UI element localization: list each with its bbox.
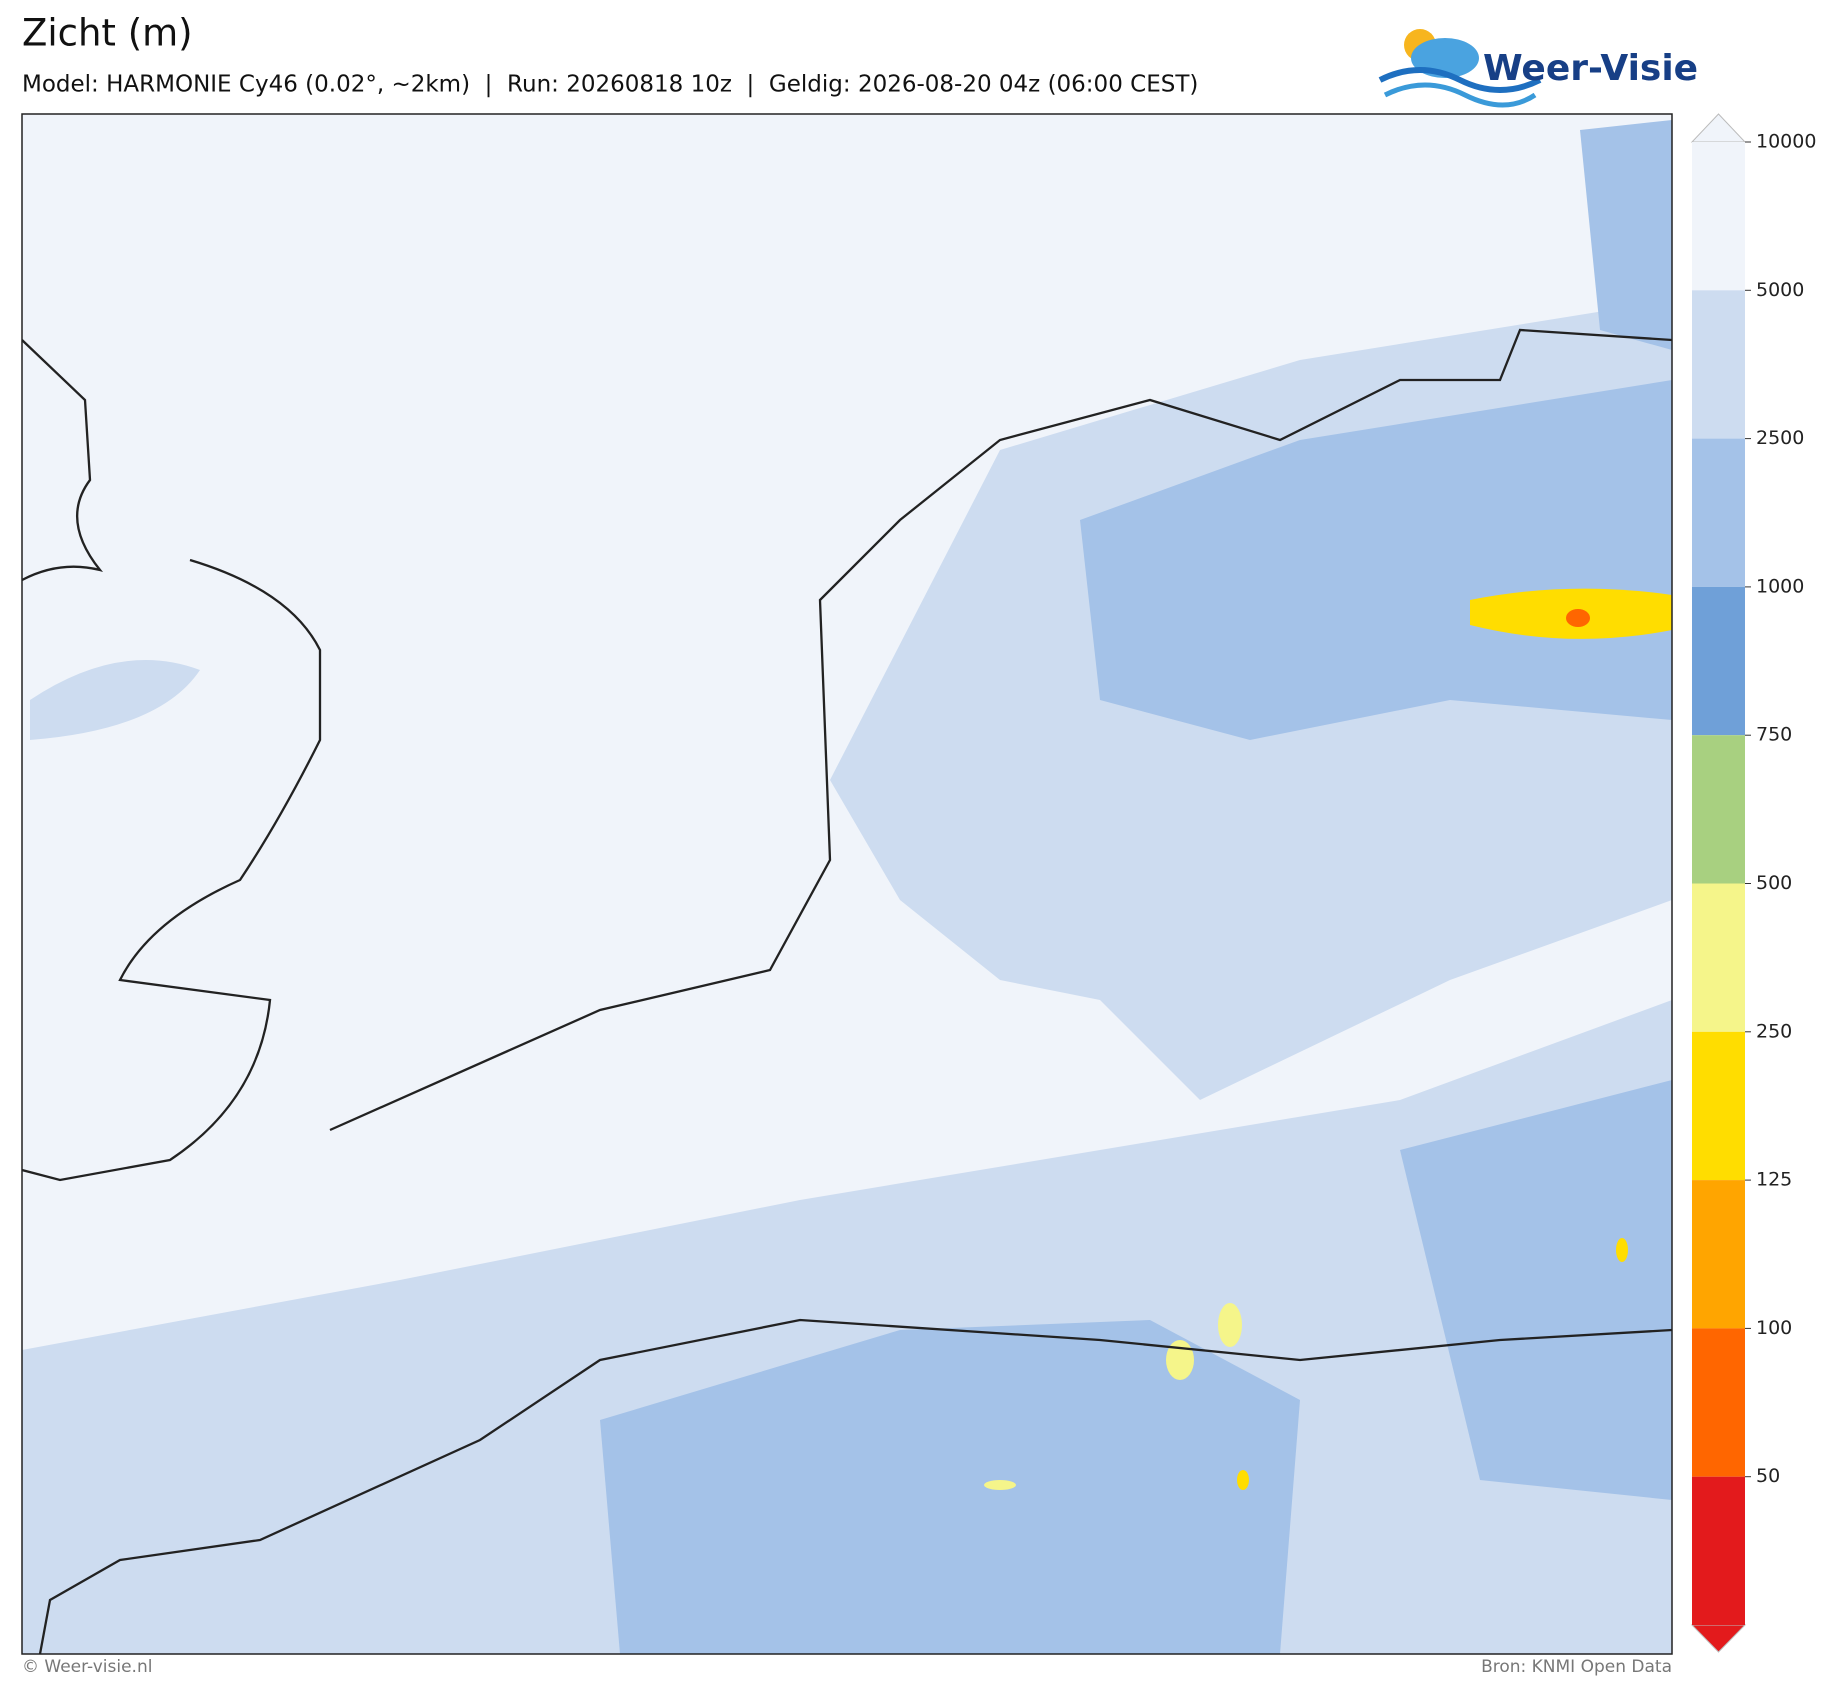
footer-left: © Weer-visie.nl [22, 1657, 152, 1677]
map [21, 113, 1673, 1655]
colorbar-band [1692, 1031, 1745, 1181]
colorbar-label: 100 [1756, 1317, 1792, 1339]
colorbar-extension [1690, 113, 1747, 143]
colorbar-label: 750 [1756, 724, 1792, 746]
colorbar-label: 500 [1756, 872, 1792, 894]
visibility-field [22, 120, 1672, 1654]
colorbar-band [1692, 1328, 1745, 1477]
colorbar-label: 2500 [1756, 427, 1804, 449]
footer-right: Bron: KNMI Open Data [1481, 1657, 1672, 1677]
title: Zicht (m) [22, 12, 193, 55]
colorbar-label: 125 [1756, 1169, 1792, 1191]
colorbar-band [1692, 586, 1745, 736]
map-frame [21, 113, 1673, 1655]
colorbar-band [1692, 1476, 1745, 1625]
colorbar-label: 250 [1756, 1020, 1792, 1042]
logo-wave [1383, 82, 1537, 108]
colorbar-band [1692, 290, 1745, 439]
colorbar-band [1692, 438, 1745, 587]
colorbar-band [1692, 735, 1745, 884]
colorbar-band [1692, 1180, 1745, 1329]
subtitle: Model: HARMONIE Cy46 (0.02°, ~2km) | Run… [22, 72, 1198, 98]
coastlines [22, 328, 1672, 1654]
colorbar-label: 50 [1756, 1465, 1780, 1487]
colorbar-band [1692, 883, 1745, 1032]
logo-text: Weer-Visie [1483, 48, 1698, 89]
colorbar-label: 10000 [1756, 131, 1816, 153]
logo-wave [1378, 67, 1542, 93]
logo: Weer-Visie [1378, 29, 1698, 108]
colorbar-label: 5000 [1756, 279, 1804, 301]
colorbar-extension [1690, 1624, 1747, 1653]
colorbar: 10000 5000 2500 1000 750 500 250 125 100 50 [1690, 113, 1816, 1653]
colorbar-band [1692, 142, 1745, 291]
colorbar-label: 1000 [1756, 575, 1804, 597]
